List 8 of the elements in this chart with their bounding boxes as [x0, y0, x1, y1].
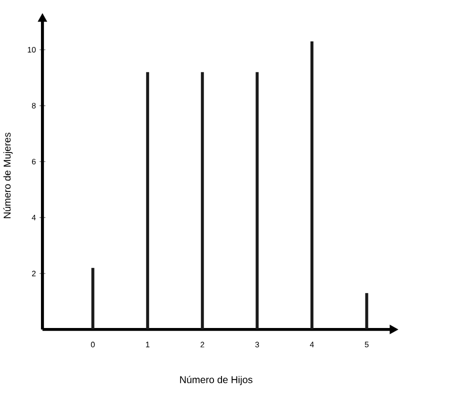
x-axis-title: Número de Hijos	[180, 376, 252, 386]
bar	[256, 72, 259, 330]
bar	[200, 72, 204, 330]
bar	[91, 268, 94, 330]
y-axis-title: Número de Mujeres	[3, 132, 13, 218]
bar	[310, 42, 314, 330]
bar	[365, 293, 368, 330]
bar	[146, 72, 150, 330]
